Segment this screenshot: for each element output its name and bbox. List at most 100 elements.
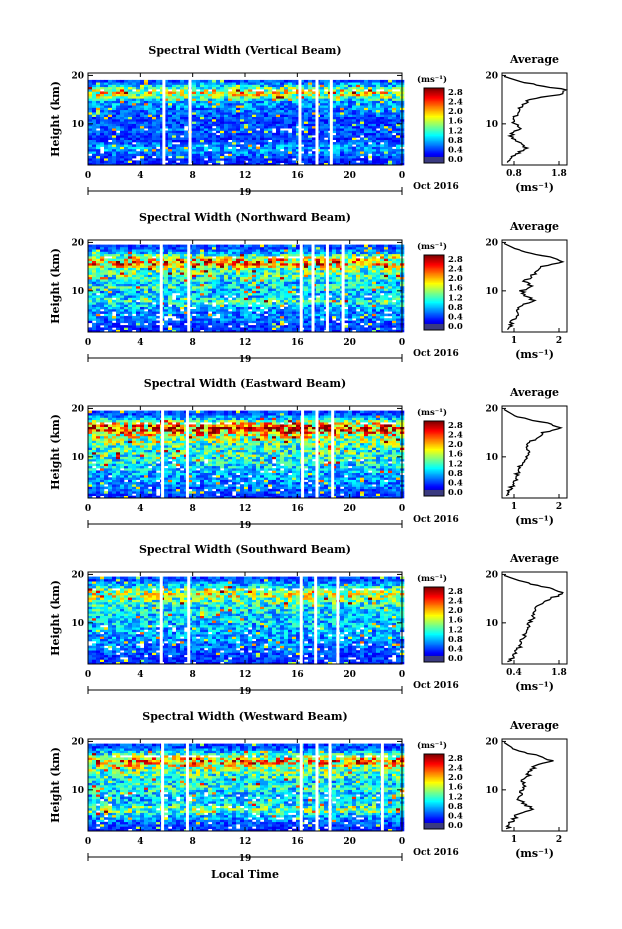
avg-x-tick-label: 1.8 — [551, 169, 567, 179]
x-tick-label: 0 — [85, 504, 91, 514]
y-tick-label: 10 — [71, 120, 84, 130]
colorbar — [423, 87, 445, 164]
x-tick-label: 20 — [343, 504, 356, 514]
colorbar-tick-label: 2.8 — [448, 587, 463, 597]
colorbar-tick-label: 1.2 — [448, 126, 463, 136]
x-tick-label: 8 — [190, 837, 196, 847]
average-profile: Average 10 20 1 2(ms⁻¹) — [485, 719, 568, 860]
average-frame — [501, 239, 568, 333]
average-profile: Average 10 20 0.8 1.8 (ms⁻¹) — [485, 53, 568, 194]
data-gap — [159, 572, 163, 664]
average-frame — [501, 72, 568, 166]
x-tick-label: 8 — [190, 171, 196, 181]
y-axis-label: Height (km) — [49, 248, 62, 324]
average-frame — [501, 405, 568, 499]
heatmap-cells — [88, 244, 405, 333]
x-tick-label: 16 — [291, 171, 304, 181]
heatmap-cells — [88, 576, 405, 665]
panel-title: Spectral Width (Vertical Beam) — [148, 44, 341, 57]
colorbar-tick-label: 1.2 — [448, 459, 463, 469]
avg-y-tick-label: 10 — [485, 120, 498, 130]
data-gap — [315, 406, 319, 498]
colorbar — [423, 254, 445, 331]
colorbar-tick-label: 0.8 — [448, 303, 463, 313]
colorbar-tick-label: 2.8 — [448, 255, 463, 265]
x-tick-label: 0 — [85, 837, 91, 847]
data-gap — [331, 406, 335, 498]
average-line — [503, 242, 565, 331]
heatmap-cells — [88, 79, 405, 166]
colorbar-tick-label: 2.0 — [448, 606, 463, 616]
x-tick-label: 4 — [137, 338, 143, 348]
data-gap — [299, 572, 303, 664]
colorbar-tick-label: 2.4 — [448, 265, 463, 275]
average-profile: Average 10 20 0.4 1.8 (ms⁻¹) — [485, 552, 568, 693]
avg-y-tick-label: 10 — [485, 453, 498, 463]
data-gap — [187, 240, 191, 332]
average-title: Average — [509, 719, 559, 732]
average-profile: Average 10 20 1 2(ms⁻¹) — [485, 220, 568, 361]
avg-y-tick-label: 20 — [485, 71, 498, 81]
colorbar-tick-label: 0.4 — [448, 145, 463, 155]
x-tick-label: 4 — [137, 837, 143, 847]
average-title: Average — [509, 220, 559, 233]
y-tick-label: 10 — [71, 453, 84, 463]
average-unit: (ms⁻¹) — [515, 348, 554, 361]
x-tick-label: 0 — [399, 338, 405, 348]
data-gap — [159, 240, 163, 332]
colorbar-tick-label: 2.0 — [448, 274, 463, 284]
avg-y-tick-label: 20 — [485, 238, 498, 248]
data-gap — [315, 739, 319, 831]
colorbar-unit: (ms⁻¹) — [417, 74, 447, 85]
x-tick-label: 12 — [239, 171, 252, 181]
x-tick-label: 20 — [343, 171, 356, 181]
colorbar-frame — [423, 753, 445, 830]
y-axis-label: Height (km) — [49, 747, 62, 823]
colorbar-tick-label: 0.8 — [448, 136, 463, 146]
colorbar-tick-label: 0.0 — [448, 821, 463, 831]
colorbar-tick-label: 1.6 — [448, 284, 463, 294]
average-title: Average — [509, 552, 559, 565]
data-gap — [336, 572, 340, 664]
colorbar-tick-label: 1.2 — [448, 293, 463, 303]
day-label: 19 — [239, 188, 252, 198]
x-tick-label: 16 — [291, 338, 304, 348]
colorbar-tick-label: 1.6 — [448, 616, 463, 626]
average-unit: (ms⁻¹) — [515, 514, 554, 527]
day-label: 19 — [239, 854, 252, 864]
x-tick-label: 20 — [343, 837, 356, 847]
x-tick-label: 4 — [137, 670, 143, 680]
panel-1: Spectral Width (Vertical Beam) 0 4 8 12 16 20 0… — [49, 44, 568, 198]
avg-x-tick-label: 0.4 — [506, 668, 522, 678]
average-frame — [501, 738, 568, 832]
data-gap — [329, 73, 333, 165]
colorbar-tick-label: 1.6 — [448, 450, 463, 460]
colorbar-tick-label: 0.0 — [448, 155, 463, 165]
average-line — [503, 75, 568, 163]
colorbar-frame — [423, 586, 445, 663]
day-label: 19 — [239, 355, 252, 365]
colorbar-tick-label: 2.8 — [448, 88, 463, 98]
x-tick-label: 0 — [85, 338, 91, 348]
colorbar-tick-label: 0.8 — [448, 802, 463, 812]
x-axis-label: Local Time — [211, 868, 279, 881]
y-axis-label: Height (km) — [49, 81, 62, 157]
x-tick-label: 0 — [399, 171, 405, 181]
colorbar-tick-label: 1.2 — [448, 792, 463, 802]
colorbar-unit: (ms⁻¹) — [417, 407, 447, 418]
x-tick-label: 16 — [291, 837, 304, 847]
y-axis-label: Height (km) — [49, 580, 62, 656]
avg-y-tick-label: 20 — [485, 570, 498, 580]
date-label: Oct 2016 — [413, 349, 459, 359]
average-unit: (ms⁻¹) — [515, 680, 554, 693]
avg-x-tick-label: 2 — [556, 336, 562, 346]
avg-y-tick-label: 20 — [485, 737, 498, 747]
colorbar-unit: (ms⁻¹) — [417, 241, 447, 252]
x-tick-label: 0 — [399, 504, 405, 514]
x-tick-label: 16 — [291, 504, 304, 514]
avg-y-tick-label: 20 — [485, 404, 498, 414]
colorbar-tick-label: 2.4 — [448, 764, 463, 774]
data-gap — [311, 240, 315, 332]
colorbar — [423, 586, 445, 663]
